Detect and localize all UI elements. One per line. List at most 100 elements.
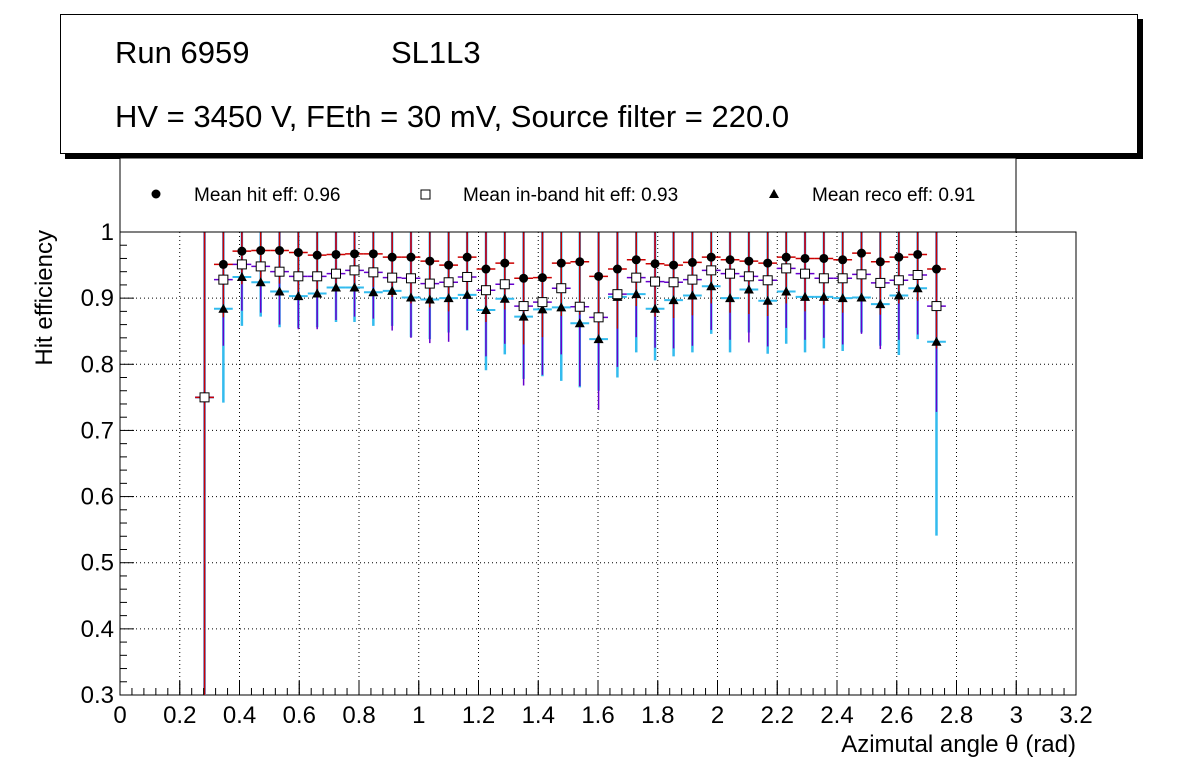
inband-point bbox=[781, 263, 792, 274]
inband-point bbox=[650, 276, 661, 287]
hit-point bbox=[350, 249, 360, 259]
hit-point bbox=[913, 249, 923, 259]
x-tick-label: 1.8 bbox=[641, 702, 674, 729]
y-tick-label: 0.7 bbox=[81, 417, 114, 444]
inband-point bbox=[743, 271, 754, 282]
inband-point bbox=[518, 301, 529, 312]
x-tick-label: 3.2 bbox=[1059, 702, 1092, 729]
x-tick-label: 2 bbox=[711, 702, 724, 729]
reco-point bbox=[462, 289, 473, 299]
y-tick-label: 0.6 bbox=[81, 484, 114, 511]
hit-point bbox=[556, 258, 566, 268]
hit-point bbox=[706, 252, 716, 262]
y-tick-label: 0.5 bbox=[81, 550, 114, 577]
hit-point bbox=[462, 252, 472, 262]
reco-point bbox=[349, 282, 360, 292]
hit-point bbox=[669, 260, 679, 270]
hit-point bbox=[763, 258, 773, 268]
hit-point bbox=[612, 264, 622, 274]
y-tick-label: 1 bbox=[101, 219, 114, 246]
inband-point bbox=[480, 285, 491, 296]
inband-point bbox=[612, 289, 623, 300]
y-tick-label: 0.3 bbox=[81, 682, 114, 709]
x-tick-label: 0.4 bbox=[223, 702, 256, 729]
y-axis-title: Hit efficiency bbox=[31, 230, 58, 366]
hit-point bbox=[631, 255, 641, 265]
hit-point bbox=[218, 259, 228, 269]
x-tick-label: 1 bbox=[412, 702, 425, 729]
inband-point bbox=[330, 268, 341, 279]
hit-point bbox=[444, 260, 454, 270]
legend-marker-hit bbox=[151, 189, 161, 199]
inband-point bbox=[443, 277, 454, 288]
reco-point bbox=[818, 291, 829, 301]
hit-point bbox=[781, 252, 791, 262]
reco-point bbox=[255, 277, 266, 287]
inband-point bbox=[387, 272, 398, 283]
reco-point bbox=[743, 284, 754, 294]
hit-point bbox=[275, 246, 285, 256]
hit-point bbox=[838, 255, 848, 265]
reco-point bbox=[387, 285, 398, 295]
inband-point bbox=[218, 274, 229, 285]
hit-point bbox=[406, 252, 416, 262]
data-points bbox=[195, 232, 946, 695]
hit-point bbox=[594, 271, 604, 281]
reco-point bbox=[931, 336, 942, 346]
inband-point bbox=[837, 273, 848, 284]
inband-point bbox=[537, 297, 548, 308]
inband-point bbox=[255, 261, 266, 272]
reco-point bbox=[687, 290, 698, 300]
inband-point bbox=[499, 279, 510, 290]
reco-point bbox=[781, 286, 792, 296]
hit-point bbox=[237, 246, 247, 256]
reco-point bbox=[837, 293, 848, 303]
reco-point bbox=[631, 289, 642, 299]
hit-point bbox=[725, 255, 735, 265]
hit-point bbox=[819, 253, 829, 263]
layer-label: SL1L3 bbox=[391, 35, 481, 70]
legend-label-hit: Mean hit eff: 0.96 bbox=[194, 185, 340, 206]
hit-point bbox=[856, 248, 866, 258]
y-tick-label: 0.9 bbox=[81, 285, 114, 312]
x-tick-label: 2.4 bbox=[820, 702, 853, 729]
x-tick-label: 1.6 bbox=[581, 702, 614, 729]
inband-point bbox=[912, 269, 923, 280]
reco-point bbox=[499, 293, 510, 303]
x-tick-label: 0 bbox=[113, 702, 126, 729]
y-tick-label: 0.8 bbox=[81, 351, 114, 378]
reco-point bbox=[556, 302, 567, 312]
inband-point bbox=[856, 269, 867, 280]
legend-label-inband: Mean in-band hit eff: 0.93 bbox=[463, 185, 678, 206]
hit-point bbox=[481, 264, 491, 274]
hit-point bbox=[875, 257, 885, 267]
x-tick-label: 0.8 bbox=[342, 702, 375, 729]
hit-point bbox=[387, 252, 397, 262]
inband-point bbox=[462, 271, 473, 282]
x-axis-title: Azimutal angle θ (rad) bbox=[841, 731, 1076, 758]
inband-point bbox=[312, 271, 323, 282]
inband-point bbox=[236, 259, 247, 270]
y-tick-label: 0.4 bbox=[81, 616, 114, 643]
reco-point bbox=[800, 291, 811, 301]
inband-point bbox=[424, 278, 435, 289]
x-tick-label: 2.2 bbox=[761, 702, 794, 729]
legend-marker-reco bbox=[769, 189, 779, 198]
reco-point bbox=[725, 293, 736, 303]
reco-point bbox=[668, 295, 679, 305]
x-tick-label: 0.6 bbox=[283, 702, 316, 729]
x-tick-label: 2.6 bbox=[880, 702, 913, 729]
reco-point bbox=[330, 282, 341, 292]
reco-point bbox=[537, 304, 548, 314]
reco-point bbox=[762, 295, 773, 305]
reco-point bbox=[574, 318, 585, 328]
hit-point bbox=[425, 256, 435, 266]
conditions-label: HV = 3450 V, FEth = 30 mV, Source filter… bbox=[115, 99, 790, 134]
hit-point bbox=[256, 246, 266, 256]
reco-point bbox=[293, 291, 304, 301]
legend-box bbox=[119, 157, 1017, 233]
hit-point bbox=[744, 256, 754, 266]
reco-point bbox=[518, 311, 529, 321]
inband-point bbox=[687, 274, 698, 285]
